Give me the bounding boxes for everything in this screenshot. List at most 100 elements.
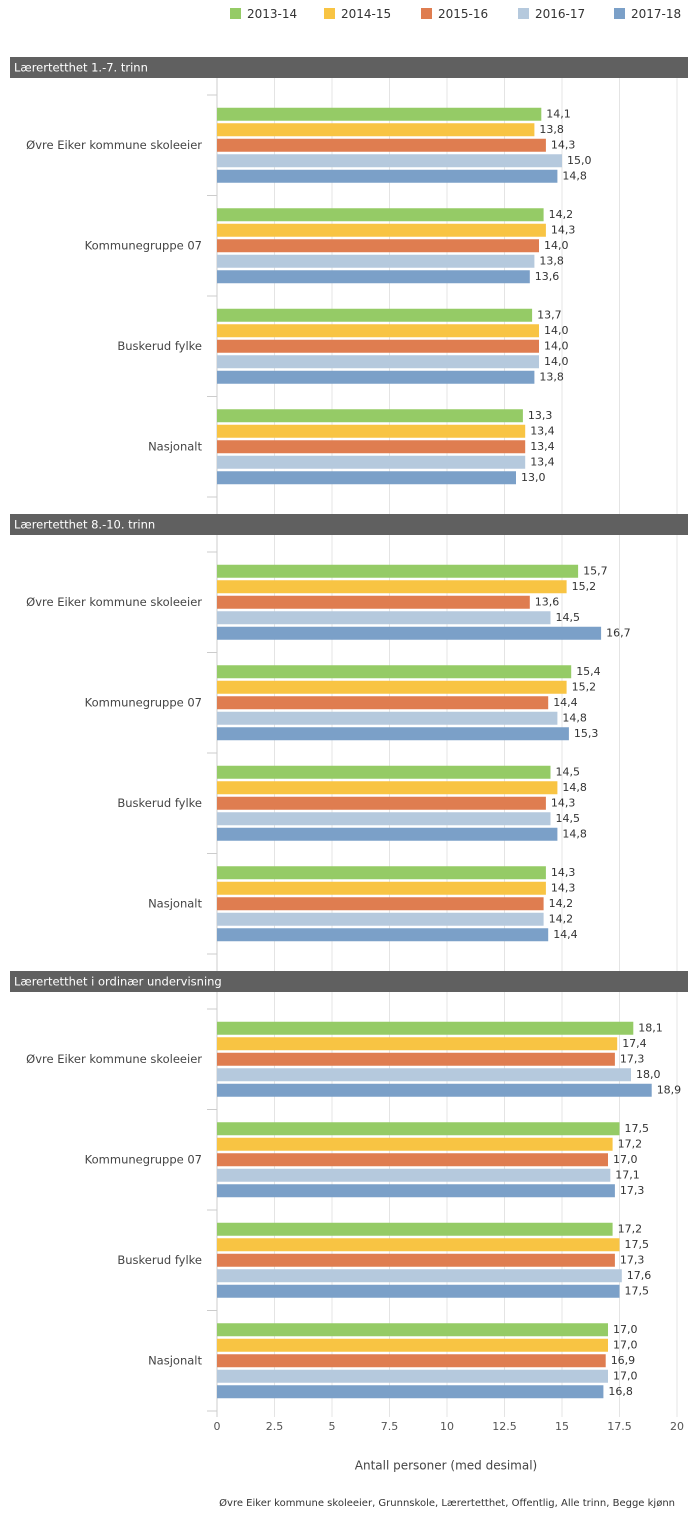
value-label: 15,0 (567, 154, 592, 167)
value-label: 17,5 (625, 1238, 650, 1251)
bar (217, 696, 549, 710)
category-label: Kommunegruppe 07 (85, 1152, 202, 1166)
bar (217, 154, 562, 168)
bar (217, 611, 551, 625)
x-tick-label: 17.5 (607, 1420, 632, 1433)
bar (217, 1369, 608, 1383)
bar (217, 223, 546, 237)
value-label: 14,0 (544, 324, 569, 337)
value-label: 14,0 (544, 339, 569, 352)
value-label: 17,0 (613, 1153, 638, 1166)
value-label: 17,3 (620, 1253, 645, 1266)
value-label: 14,3 (551, 138, 576, 151)
category-label: Kommunegruppe 07 (85, 695, 202, 709)
value-label: 15,3 (574, 727, 599, 740)
bar (217, 270, 530, 284)
bar (217, 1068, 631, 1082)
value-label: 15,4 (576, 665, 601, 678)
bar (217, 308, 533, 322)
value-label: 13,6 (535, 270, 560, 283)
value-label: 13,3 (528, 409, 553, 422)
category-label: Nasjonalt (148, 1353, 202, 1367)
value-label: 14,8 (562, 781, 587, 794)
x-tick-label: 5 (329, 1420, 336, 1433)
category-label: Øvre Eiker kommune skoleeier (26, 1052, 202, 1066)
value-label: 14,3 (551, 866, 576, 879)
bar (217, 781, 558, 795)
value-label: 13,6 (535, 595, 560, 608)
bar (217, 1184, 615, 1198)
value-label: 13,0 (521, 471, 546, 484)
value-label: 14,3 (551, 223, 576, 236)
bar (217, 1052, 615, 1066)
bar (217, 680, 567, 694)
legend-label: 2016-17 (535, 7, 585, 21)
value-label: 14,8 (562, 827, 587, 840)
value-label: 14,5 (556, 812, 581, 825)
category-label: Kommunegruppe 07 (85, 238, 202, 252)
bar (217, 239, 539, 253)
bar (217, 471, 516, 485)
panel-header (10, 57, 688, 78)
value-label: 14,4 (553, 928, 578, 941)
legend-label: 2017-18 (631, 7, 681, 21)
bar (217, 1122, 620, 1136)
bar (217, 1385, 604, 1399)
bar (217, 564, 579, 578)
value-label: 17,0 (613, 1369, 638, 1382)
x-tick-label: 2.5 (266, 1420, 284, 1433)
value-label: 17,5 (625, 1284, 650, 1297)
bar (217, 1137, 613, 1151)
bar (217, 1253, 615, 1267)
x-axis-title: Antall personer (med desimal) (355, 1459, 537, 1473)
value-label: 16,9 (611, 1354, 636, 1367)
bar (217, 665, 572, 679)
bar (217, 1222, 613, 1236)
bar (217, 254, 535, 268)
bar (217, 727, 569, 741)
value-label: 15,2 (572, 680, 597, 693)
value-label: 13,8 (539, 370, 564, 383)
value-label: 16,7 (606, 626, 631, 639)
legend-swatch (421, 8, 432, 19)
value-label: 14,1 (546, 107, 571, 120)
value-label: 14,2 (549, 208, 574, 221)
bar (217, 455, 526, 469)
category-label: Øvre Eiker kommune skoleeier (26, 595, 202, 609)
value-label: 13,8 (539, 123, 564, 136)
bar (217, 595, 530, 609)
bar (217, 1323, 608, 1337)
bar (217, 324, 539, 338)
bar (217, 138, 546, 152)
value-label: 13,7 (537, 308, 562, 321)
value-label: 14,3 (551, 796, 576, 809)
value-label: 17,3 (620, 1184, 645, 1197)
value-label: 13,4 (530, 424, 555, 437)
bar (217, 208, 544, 222)
value-label: 14,8 (562, 169, 587, 182)
bar (217, 123, 535, 137)
bar (217, 866, 546, 880)
value-label: 16,8 (608, 1385, 633, 1398)
bar (217, 928, 549, 942)
bar (217, 580, 567, 594)
bar (217, 1037, 618, 1051)
bar (217, 1238, 620, 1252)
bar (217, 169, 558, 183)
legend-swatch (614, 8, 625, 19)
x-tick-label: 7.5 (381, 1420, 399, 1433)
value-label: 14,2 (549, 897, 574, 910)
value-label: 14,2 (549, 912, 574, 925)
value-label: 17,3 (620, 1052, 645, 1065)
bar (217, 765, 551, 779)
bar (217, 827, 558, 841)
value-label: 14,4 (553, 696, 578, 709)
x-tick-label: 20 (670, 1420, 684, 1433)
category-label: Nasjonalt (148, 439, 202, 453)
bar (217, 897, 544, 911)
legend-swatch (518, 8, 529, 19)
panel-title: Lærertetthet i ordinær undervisning (14, 975, 222, 989)
bar (217, 424, 526, 438)
bar (217, 626, 602, 640)
